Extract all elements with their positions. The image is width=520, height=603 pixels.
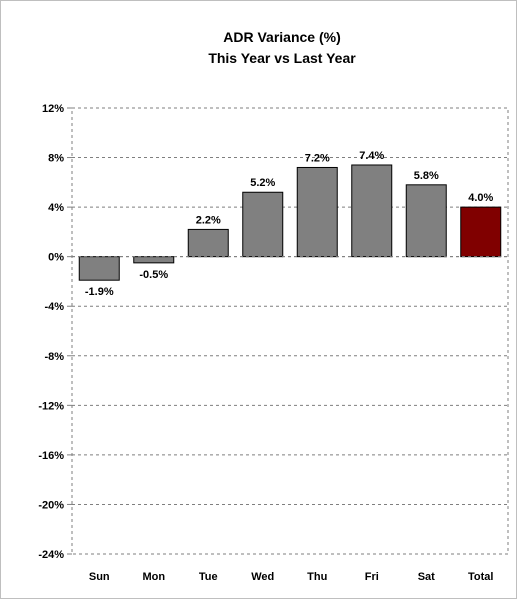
- data-label: 4.0%: [468, 192, 493, 204]
- x-tick-label: Sat: [418, 571, 435, 583]
- bar-fri: [352, 165, 392, 257]
- data-label: -1.9%: [85, 286, 114, 298]
- y-tick-label: -4%: [44, 301, 64, 313]
- data-label: 5.8%: [414, 170, 439, 182]
- x-tick-label: Tue: [199, 571, 218, 583]
- data-label: 7.4%: [359, 150, 384, 162]
- y-tick-label: -24%: [38, 549, 64, 561]
- bar-sun: [79, 257, 119, 281]
- y-tick-label: -12%: [38, 400, 64, 412]
- data-label: 5.2%: [250, 177, 275, 189]
- y-tick-label: 8%: [48, 153, 64, 165]
- bar-thu: [297, 167, 337, 256]
- data-label: 2.2%: [196, 214, 221, 226]
- y-tick-label: 0%: [48, 252, 64, 264]
- x-tick-label: Thu: [307, 571, 327, 583]
- y-tick-label: -20%: [38, 499, 64, 511]
- data-label: -0.5%: [139, 269, 168, 281]
- bar-total: [461, 207, 501, 257]
- y-tick-label: 4%: [48, 202, 64, 214]
- y-tick-label: -16%: [38, 450, 64, 462]
- x-tick-label: Sun: [89, 571, 110, 583]
- y-tick-label: 12%: [42, 103, 64, 115]
- bar-sat: [406, 185, 446, 257]
- y-tick-label: -8%: [44, 351, 64, 363]
- x-tick-label: Wed: [251, 571, 274, 583]
- bar-mon: [134, 257, 174, 263]
- bar-tue: [188, 229, 228, 256]
- x-tick-label: Total: [468, 571, 493, 583]
- x-tick-label: Fri: [365, 571, 379, 583]
- chart-title: ADR Variance (%): [223, 29, 340, 45]
- bar-wed: [243, 192, 283, 256]
- chart-subtitle: This Year vs Last Year: [208, 50, 356, 66]
- x-tick-label: Mon: [142, 571, 165, 583]
- data-label: 7.2%: [305, 152, 330, 164]
